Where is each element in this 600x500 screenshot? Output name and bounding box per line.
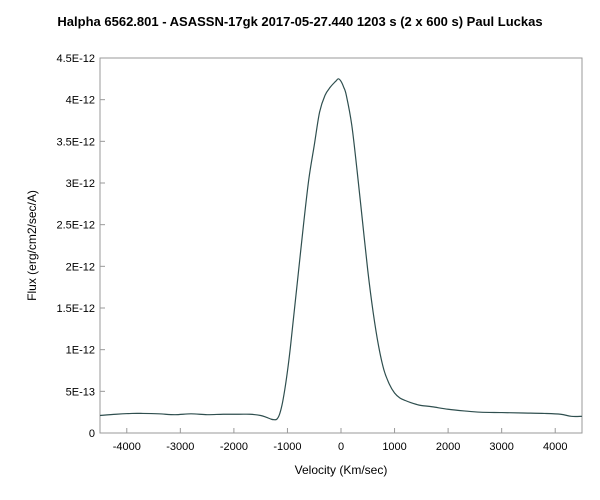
x-tick-label: -3000 (166, 441, 194, 453)
y-tick-label: 4.5E-12 (56, 53, 95, 65)
y-tick-label: 2.5E-12 (56, 220, 95, 232)
x-tick-label: -1000 (273, 441, 301, 453)
x-tick-label: 3000 (489, 441, 513, 453)
x-axis: -4000 -3000 -2000 -1000 0 1000 2000 3000 4000 (113, 428, 567, 453)
x-tick-label: 1000 (382, 441, 406, 453)
y-tick-label: 2E-12 (66, 261, 95, 273)
y-tick-label: 0 (89, 428, 95, 440)
series-line-halpha (99, 78, 583, 421)
y-tick-label: 1.5E-12 (56, 303, 95, 315)
y-tick-label: 3.5E-12 (56, 136, 95, 148)
y-tick-label: 3E-12 (66, 178, 95, 190)
x-axis-title: Velocity (Km/sec) (295, 463, 388, 477)
chart-title: Halpha 6562.801 - ASASSN-17gk 2017-05-27… (57, 14, 543, 29)
y-tick-label: 5E-13 (66, 386, 95, 398)
plot-area-frame (99, 57, 583, 434)
y-tick-label: 4E-12 (66, 95, 95, 107)
y-tick-label: 1E-12 (66, 345, 95, 357)
x-tick-label: -4000 (113, 441, 141, 453)
x-tick-label: 0 (338, 441, 344, 453)
y-axis: 0 5E-13 1E-12 1.5E-12 2E-12 2.5E-12 3E-12 3.5E-… (56, 53, 105, 440)
x-tick-label: 2000 (436, 441, 460, 453)
x-tick-label: 4000 (543, 441, 567, 453)
x-tick-label: -2000 (220, 441, 248, 453)
y-axis-title: Flux (erg/cm2/sec/A) (25, 190, 39, 301)
